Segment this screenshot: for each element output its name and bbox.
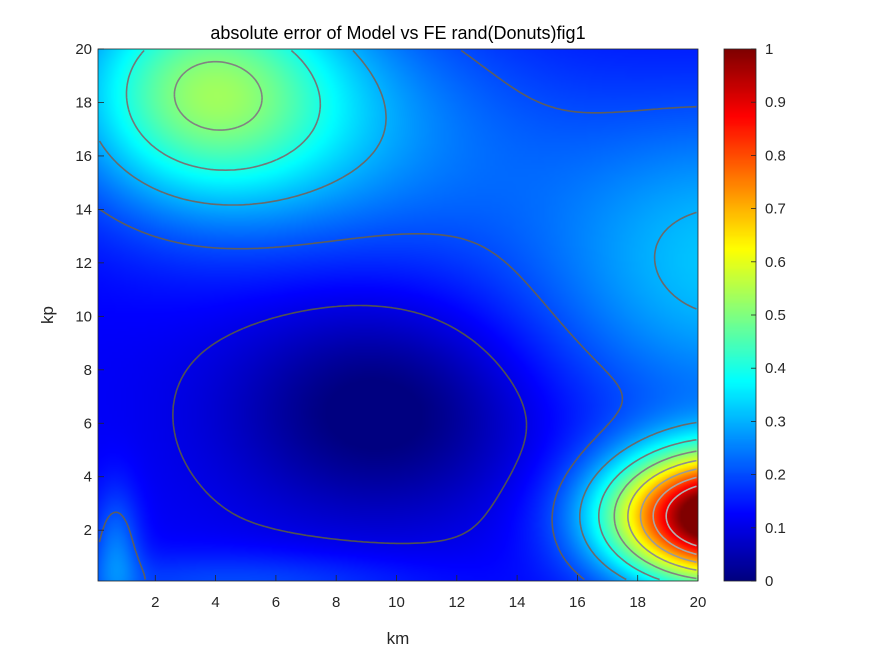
colorbar-tick-label: 0.1 [765, 520, 786, 537]
y-tick-label: 16 [75, 148, 92, 165]
contour-line-0.9 [665, 485, 697, 547]
contour-line-0.1 [172, 304, 528, 545]
contour-line-0.8 [652, 476, 697, 556]
colorbar-tick-label: 0.5 [765, 307, 786, 324]
x-tick-label: 4 [211, 594, 219, 611]
colorbar-tick-label: 0.2 [765, 467, 786, 484]
colorbar-tick-label: 0 [765, 573, 773, 590]
colorbar-gradient [724, 49, 756, 581]
x-axis-ticks: 2 4 6 8 10 12 14 16 18 20 [151, 575, 706, 611]
x-tick-label: 16 [569, 594, 586, 611]
y-tick-label: 10 [75, 308, 92, 325]
contour-line-0.5 [173, 60, 697, 580]
x-tick-label: 14 [509, 594, 526, 611]
x-tick-label: 18 [629, 594, 646, 611]
contour-line-0.3 [98, 49, 697, 581]
colorbar-tick-label: 0.9 [765, 94, 786, 111]
x-tick-label: 6 [272, 594, 280, 611]
y-tick-label: 2 [84, 522, 92, 539]
x-axis-label: km [387, 629, 410, 648]
x-tick-label: 10 [388, 594, 405, 611]
x-tick-label: 2 [151, 594, 159, 611]
y-tick-label: 6 [84, 415, 92, 432]
y-tick-label: 14 [75, 201, 92, 218]
contour-line-0.6 [627, 459, 697, 571]
y-axis-label: kp [38, 306, 57, 324]
colorbar-tick-label: 0.8 [765, 147, 786, 164]
plot-area [97, 48, 699, 582]
colorbar-ticks: 0 0.1 0.2 0.3 0.4 0.5 0.6 0.7 0.8 0.9 1 [751, 41, 786, 590]
y-tick-label: 18 [75, 94, 92, 111]
x-tick-label: 8 [332, 594, 340, 611]
contour-lines [98, 49, 697, 581]
y-tick-label: 20 [75, 41, 92, 58]
plot-frame [97, 48, 699, 582]
y-tick-label: 4 [84, 469, 92, 486]
contour-line-0.7 [639, 468, 697, 563]
chart-title: absolute error of Model vs FE rand(Donut… [210, 23, 585, 43]
colorbar-tick-label: 0.4 [765, 360, 786, 377]
y-tick-label: 12 [75, 255, 92, 272]
contour-line-0.4 [125, 49, 697, 581]
y-axis-ticks: 2 4 6 8 10 12 14 16 18 20 [75, 41, 104, 539]
colorbar-tick-label: 0.6 [765, 254, 786, 271]
colorbar-tick-label: 1 [765, 41, 773, 58]
x-tick-label: 20 [690, 594, 707, 611]
colorbar: 0 0.1 0.2 0.3 0.4 0.5 0.6 0.7 0.8 0.9 1 [723, 41, 786, 590]
colorbar-tick-label: 0.3 [765, 413, 786, 430]
x-tick-label: 12 [448, 594, 465, 611]
heatmap-image [98, 49, 698, 581]
y-tick-label: 8 [84, 362, 92, 379]
colorbar-tick-label: 0.7 [765, 201, 786, 218]
